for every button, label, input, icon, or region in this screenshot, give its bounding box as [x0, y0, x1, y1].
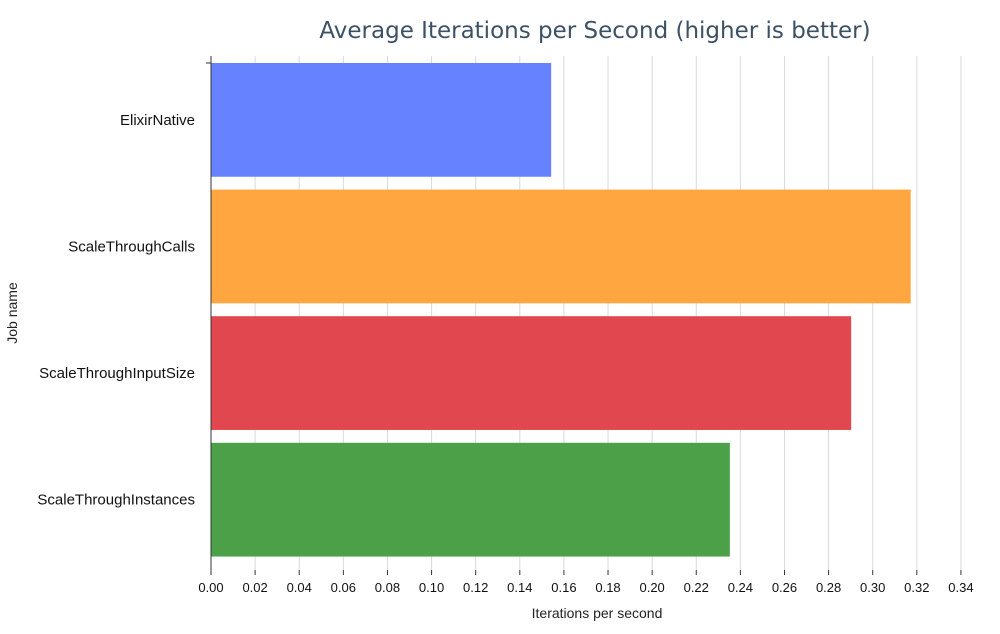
x-axis: 0.00 0.02 0.04 0.06 0.08 0.10 0.12 0.14 0.16 0.18… [198, 570, 974, 595]
y-tick-label: ScaleThroughInputSize [39, 365, 195, 382]
x-tick-label: 0.04 [287, 580, 312, 595]
y-axis: ElixirNative ScaleThroughCalls ScaleThroug… [37, 56, 212, 570]
x-axis-title: Iterations per second [532, 605, 663, 621]
y-tick-label: ElixirNative [120, 112, 195, 129]
x-tick-label: 0.28 [816, 580, 841, 595]
bar-ScaleThroughCalls[interactable] [211, 189, 911, 304]
bar-ScaleThroughInputSize[interactable] [211, 316, 852, 430]
x-tick-label: 0.18 [595, 580, 620, 595]
y-tick-label: ScaleThroughInstances [37, 492, 195, 509]
x-tick-label: 0.20 [639, 580, 664, 595]
x-tick-label: 0.22 [684, 580, 709, 595]
x-tick-label: 0.26 [772, 580, 797, 595]
y-axis-title: Job name [4, 282, 20, 344]
x-tick-label: 0.12 [463, 580, 488, 595]
x-tick-label: 0.00 [198, 580, 223, 595]
chart-title: Average Iterations per Second (higher is… [319, 18, 870, 44]
x-tick-label: 0.16 [551, 580, 576, 595]
x-tick-label: 0.14 [507, 580, 532, 595]
x-tick-label: 0.34 [948, 580, 973, 595]
x-tick-label: 0.08 [375, 580, 400, 595]
y-tick-label: ScaleThroughCalls [68, 238, 195, 255]
x-tick-label: 0.02 [242, 580, 267, 595]
x-tick-label: 0.06 [331, 580, 356, 595]
x-tick-label: 0.30 [860, 580, 885, 595]
x-tick-label: 0.24 [728, 580, 753, 595]
bar-ElixirNative[interactable] [211, 63, 552, 177]
bars [211, 63, 911, 557]
x-tick-label: 0.10 [419, 580, 444, 595]
bar-ScaleThroughInstances[interactable] [211, 442, 730, 557]
x-tick-label: 0.32 [904, 580, 929, 595]
